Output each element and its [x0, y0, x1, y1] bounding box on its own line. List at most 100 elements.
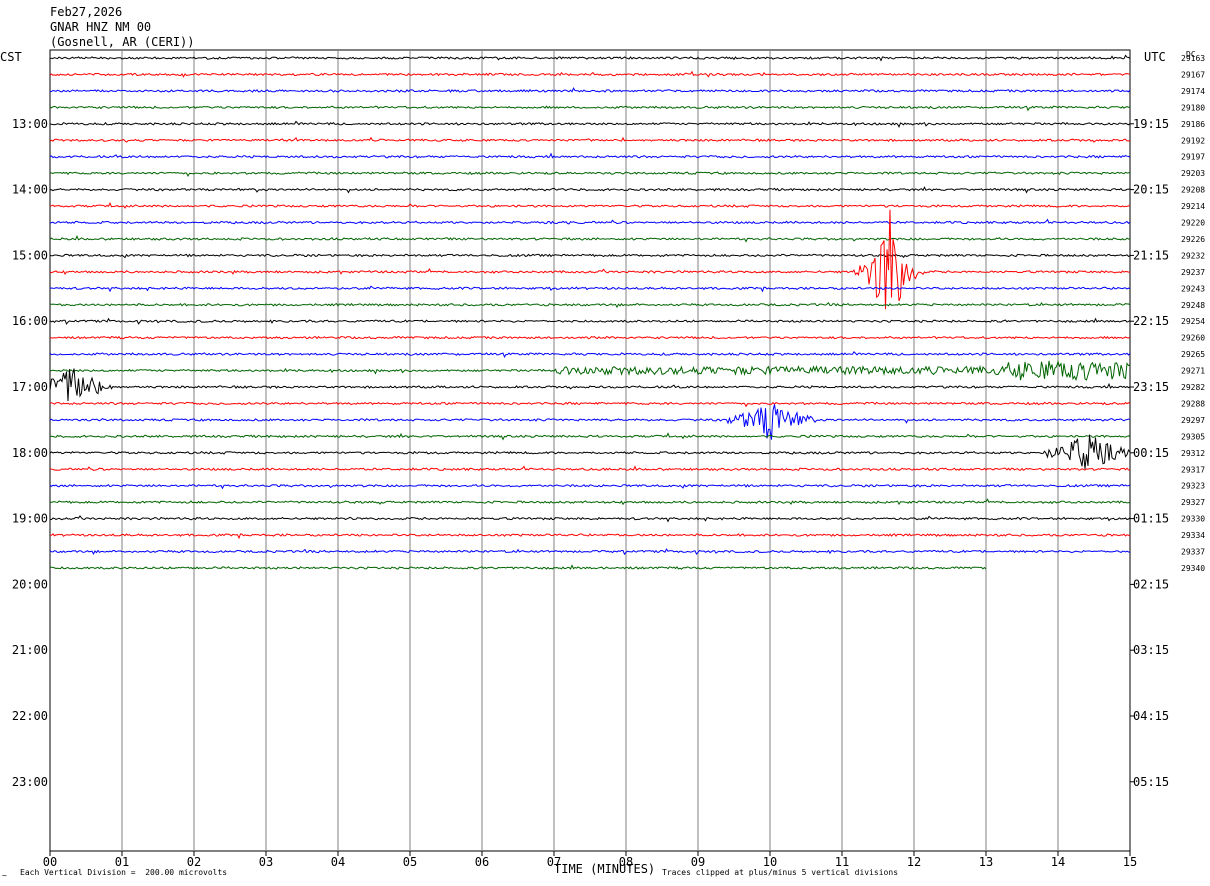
dc-offset-label: 29237	[1181, 268, 1205, 277]
seismic-trace	[49, 105, 1131, 112]
vertical-division-note: Each Vertical Division = 200.00 microvol…	[20, 868, 228, 877]
seismic-trace	[49, 87, 1131, 93]
logo-mark: ~	[2, 871, 7, 880]
x-tick-label: 03	[259, 855, 273, 869]
x-tick-label: 02	[187, 855, 201, 869]
seismic-trace	[49, 401, 1131, 408]
dc-offset-label: 29167	[1181, 70, 1205, 79]
x-tick-label: 12	[907, 855, 921, 869]
dc-offset-label: 29317	[1181, 465, 1205, 474]
left-time-label: 15:00	[12, 248, 48, 262]
x-tick-label: 11	[835, 855, 849, 869]
right-timezone-label: UTC	[1144, 50, 1166, 64]
right-time-label: 22:15	[1133, 314, 1169, 328]
dc-offset-label: 29226	[1181, 235, 1205, 244]
dc-offset-label: 29174	[1181, 87, 1205, 96]
right-time-label: 04:15	[1133, 709, 1169, 723]
x-axis-label: TIME (MINUTES)	[554, 862, 656, 876]
left-time-label: 16:00	[12, 314, 48, 328]
dc-offset-label: 29254	[1181, 317, 1205, 326]
seismic-trace	[49, 498, 1131, 506]
left-time-label: 19:00	[12, 512, 48, 526]
dc-offset-label: 29220	[1181, 219, 1205, 228]
right-time-label: 05:15	[1133, 775, 1169, 789]
right-time-label: 02:15	[1133, 577, 1169, 591]
x-tick-label: 09	[691, 855, 705, 869]
x-tick-label: 07	[547, 855, 561, 869]
left-time-label: 14:00	[12, 183, 48, 197]
dc-offset-label: 29260	[1181, 334, 1205, 343]
seismic-trace	[49, 434, 1131, 469]
seismic-trace	[49, 218, 1131, 225]
seismic-trace	[49, 136, 1131, 143]
seismic-trace	[49, 465, 1131, 472]
x-tick-label: 13	[979, 855, 993, 869]
seismic-trace	[49, 350, 1131, 359]
dc-offset-label: 29312	[1181, 449, 1205, 458]
x-tick-label: 15	[1123, 855, 1137, 869]
location-label: (Gosnell, AR (CERI))	[50, 35, 195, 49]
x-tick-label: 04	[331, 855, 345, 869]
seismic-trace	[49, 70, 1131, 78]
dc-offset-label: 29203	[1181, 169, 1205, 178]
right-time-label: 19:15	[1133, 117, 1169, 131]
right-time-label: 21:15	[1133, 248, 1169, 262]
seismic-trace	[49, 360, 1131, 382]
seismic-trace	[49, 404, 1131, 440]
dc-offset-label: 29330	[1181, 515, 1205, 524]
dc-offset-label: 29265	[1181, 350, 1205, 359]
seismic-trace	[49, 335, 1131, 340]
left-time-label: 22:00	[12, 709, 48, 723]
seismic-trace	[49, 54, 1131, 62]
dc-offset-label: 29248	[1181, 301, 1205, 310]
x-tick-label: 01	[115, 855, 129, 869]
seismic-trace	[49, 120, 1131, 128]
dc-offset-label: 29334	[1181, 531, 1205, 540]
seismic-trace	[49, 564, 987, 570]
seismic-trace	[49, 253, 1131, 259]
seismic-trace	[49, 171, 1131, 178]
dc-offset-label: 29180	[1181, 103, 1205, 112]
right-time-label: 20:15	[1133, 183, 1169, 197]
dc-offset-label: 29297	[1181, 416, 1205, 425]
station-label: GNAR HNZ NM 00	[50, 20, 152, 34]
right-time-label: 00:15	[1133, 446, 1169, 460]
seismic-trace	[49, 285, 1131, 293]
left-time-label: 17:00	[12, 380, 48, 394]
seismic-trace	[49, 483, 1131, 490]
x-tick-label: 14	[1051, 855, 1065, 869]
seismic-trace	[49, 186, 1131, 194]
dc-offset-label: 29327	[1181, 498, 1205, 507]
left-time-label: 23:00	[12, 775, 48, 789]
x-tick-label: 10	[763, 855, 777, 869]
seismic-trace	[49, 235, 1131, 243]
seismic-trace	[49, 515, 1131, 523]
seismic-trace	[49, 201, 1131, 209]
dc-offset-label: 29208	[1181, 186, 1205, 195]
left-time-label: 13:00	[12, 117, 48, 131]
left-timezone-label: CST	[0, 50, 22, 64]
left-time-label: 21:00	[12, 643, 48, 657]
seismic-trace	[49, 209, 1130, 310]
x-tick-label: 00	[43, 855, 57, 869]
dc-offset-label: 29186	[1181, 120, 1205, 129]
seismic-trace	[49, 548, 1131, 556]
seismic-trace	[49, 301, 1131, 309]
x-tick-label: 05	[403, 855, 417, 869]
right-time-label: 23:15	[1133, 380, 1169, 394]
dc-offset-label: 29337	[1181, 548, 1205, 557]
seismic-trace	[49, 368, 1131, 402]
seismic-trace	[49, 533, 1131, 540]
date-label: Feb27,2026	[50, 5, 123, 19]
left-time-label: 18:00	[12, 446, 48, 460]
dc-offset-label: 29271	[1181, 367, 1205, 376]
clip-note: Traces clipped at plus/minus 5 vertical …	[662, 868, 899, 877]
plot-frame	[49, 49, 1131, 852]
dc-offset-label: 29163	[1181, 54, 1205, 63]
dc-offset-label: 29243	[1181, 284, 1205, 293]
dc-offset-label: 29192	[1181, 136, 1205, 145]
seismic-trace	[49, 152, 1131, 159]
dc-offset-label: 29282	[1181, 383, 1205, 392]
dc-offset-label: 29288	[1181, 399, 1205, 408]
